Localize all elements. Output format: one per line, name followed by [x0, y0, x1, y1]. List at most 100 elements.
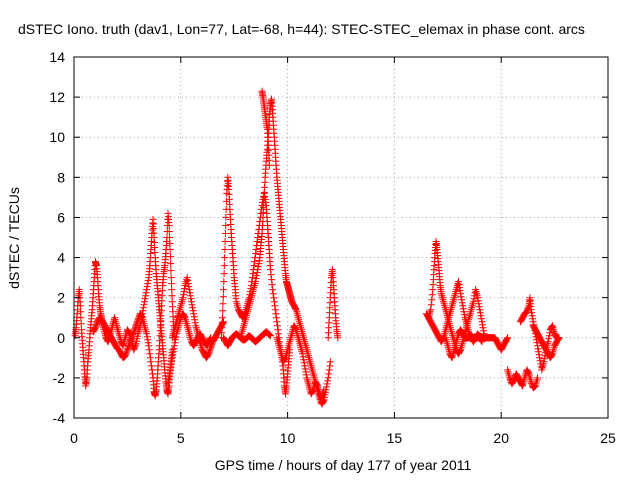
data-point — [181, 285, 188, 293]
data-point — [427, 301, 435, 309]
data-point — [179, 294, 187, 302]
data-point — [168, 357, 176, 365]
data-point — [469, 298, 477, 306]
data-point — [77, 320, 85, 328]
data-point — [536, 354, 544, 362]
data-point — [221, 254, 229, 262]
data-point — [477, 315, 485, 323]
data-point — [77, 308, 85, 316]
data-point — [324, 377, 332, 385]
data-point — [222, 222, 230, 229]
data-point — [301, 365, 309, 373]
data-point — [270, 294, 278, 302]
y-tick-label: -4 — [53, 410, 66, 426]
data-point — [165, 228, 173, 235]
y-tick-label: 0 — [57, 330, 65, 346]
data-point — [181, 313, 188, 321]
data-point — [147, 362, 155, 370]
data-point — [166, 240, 174, 247]
data-point — [457, 293, 465, 301]
data-point — [265, 161, 273, 169]
data-point — [219, 293, 227, 301]
y-tick-label: 8 — [57, 169, 65, 185]
data-point — [219, 314, 226, 322]
y-tick-label: 12 — [49, 89, 65, 105]
data-point — [267, 271, 275, 279]
data-point — [184, 277, 192, 285]
data-point — [219, 300, 227, 308]
data-point — [479, 324, 487, 332]
data-point — [326, 358, 334, 366]
data-point — [76, 302, 84, 310]
data-point — [189, 304, 196, 312]
data-point — [545, 335, 553, 343]
data-point — [221, 238, 229, 245]
data-point — [221, 230, 229, 237]
y-tick-label: 6 — [57, 209, 65, 225]
data-point — [548, 323, 556, 331]
data-point — [139, 304, 147, 312]
x-tick-label: 0 — [70, 430, 78, 446]
data-point — [143, 330, 151, 338]
data-point — [220, 286, 227, 294]
data-point — [273, 318, 281, 326]
data-point — [167, 274, 175, 282]
data-point — [146, 350, 154, 358]
data-point — [554, 335, 562, 343]
data-point — [253, 272, 261, 280]
data-point — [143, 286, 151, 294]
data-point — [275, 330, 282, 338]
data-point — [166, 234, 174, 241]
data-point — [271, 306, 279, 314]
data-point — [504, 334, 512, 342]
data-point — [220, 318, 227, 326]
data-point — [460, 308, 468, 316]
data-point — [171, 339, 179, 347]
y-tick-label: 4 — [57, 250, 65, 266]
data-point — [555, 334, 563, 342]
chart-title: dSTEC Iono. truth (dav1, Lon=77, Lat=-68… — [18, 21, 585, 37]
data-point — [456, 284, 463, 292]
data-point — [77, 314, 85, 322]
data-point — [222, 213, 230, 221]
data-point — [220, 270, 228, 278]
data-point — [136, 322, 144, 330]
data-point — [325, 370, 333, 378]
data-point — [190, 310, 198, 318]
data-point — [165, 375, 172, 383]
data-point — [122, 349, 130, 357]
data-point — [317, 393, 325, 401]
data-point — [267, 332, 274, 340]
data-point — [165, 222, 173, 229]
data-point — [220, 278, 228, 286]
data-point — [476, 306, 484, 314]
data-point — [169, 348, 177, 356]
data-point — [167, 260, 175, 268]
y-axis-label: dSTEC / TECUs — [6, 187, 22, 289]
data-point — [97, 317, 105, 325]
data-point — [534, 374, 541, 382]
data-point — [206, 347, 214, 355]
data-point — [220, 262, 228, 270]
data-point — [187, 295, 195, 303]
x-tick-label: 25 — [600, 430, 616, 446]
y-tick-label: 2 — [57, 290, 65, 306]
data-point — [254, 263, 262, 271]
data-point — [207, 334, 215, 342]
data-point — [458, 299, 466, 307]
data-point — [534, 345, 542, 353]
y-tick-label: 14 — [49, 49, 65, 65]
data-point — [548, 351, 556, 359]
data-point — [334, 334, 342, 342]
data-point — [168, 292, 176, 300]
data-point — [134, 317, 141, 325]
data-point — [167, 267, 175, 275]
data-point — [191, 319, 199, 327]
data-point — [518, 381, 526, 389]
x-tick-label: 5 — [177, 430, 185, 446]
data-point — [281, 355, 289, 363]
data-point — [300, 356, 308, 364]
axis-ticks — [73, 56, 609, 419]
data-point — [219, 307, 227, 315]
